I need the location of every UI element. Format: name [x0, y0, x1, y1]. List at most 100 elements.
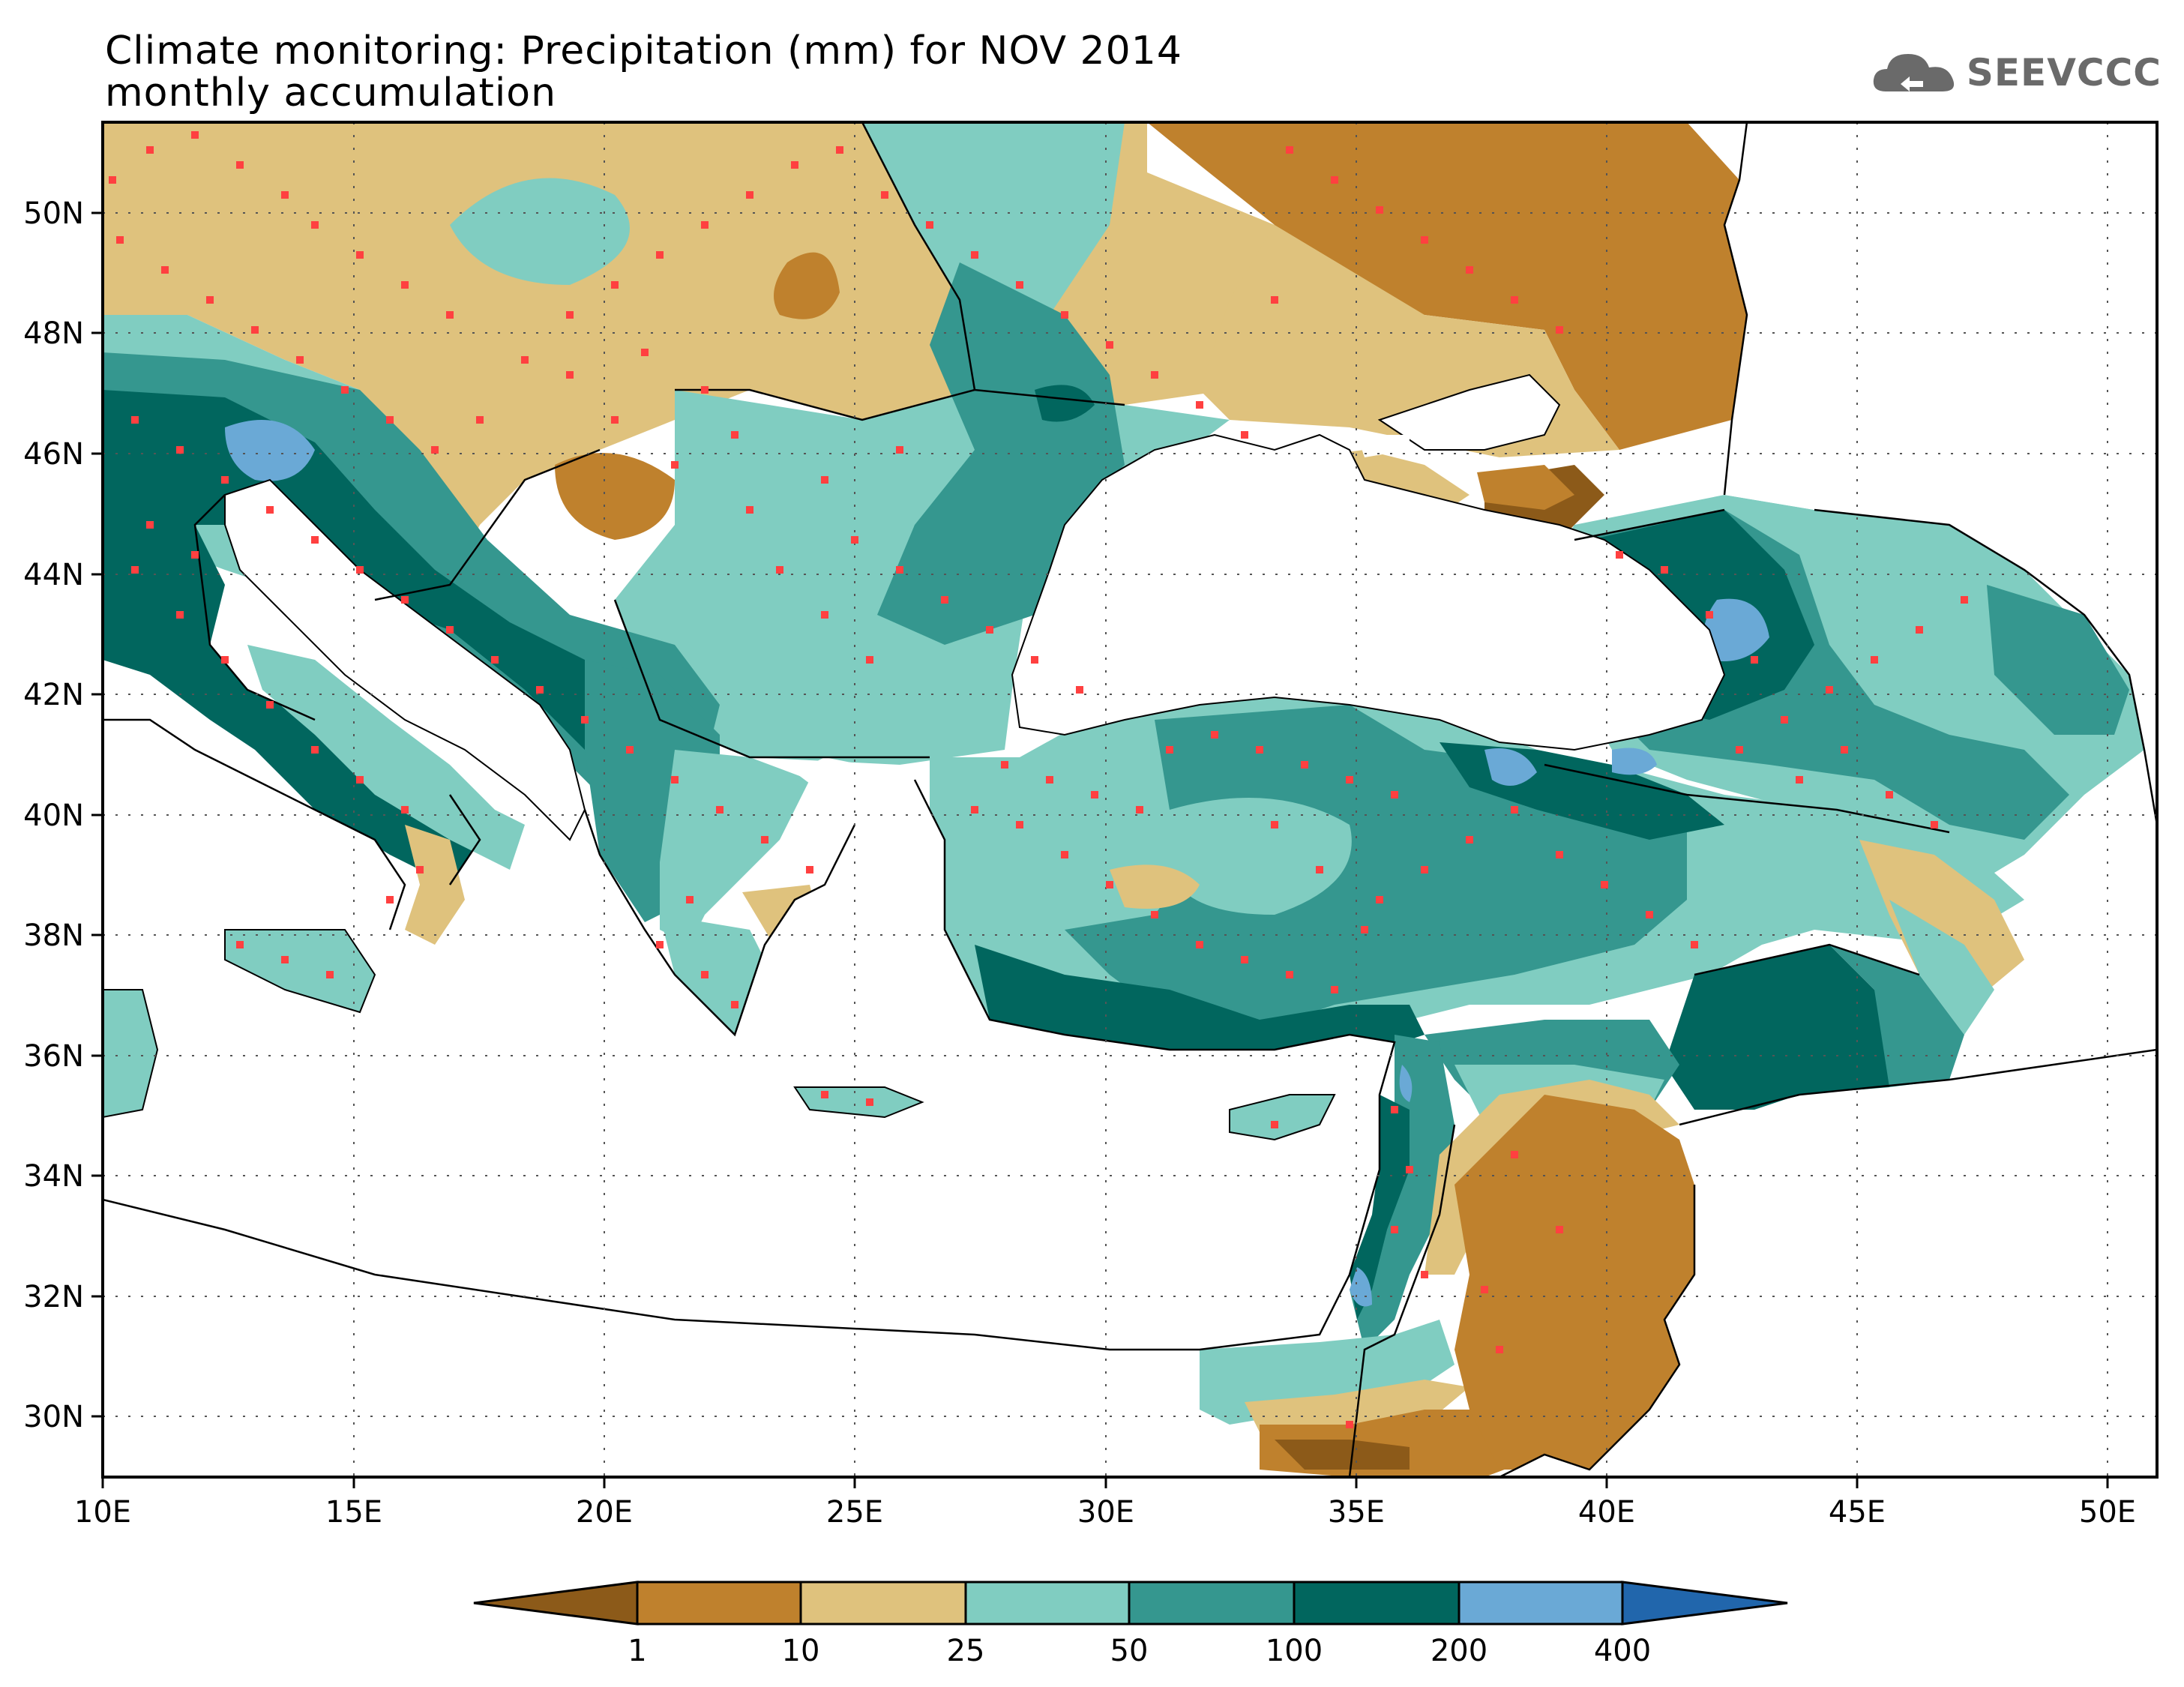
- station-marker: [761, 836, 768, 844]
- zone-levant-blue: [1399, 1065, 1413, 1102]
- station-marker: [671, 776, 679, 784]
- station-marker: [1916, 626, 1923, 634]
- zone-sinai-teal: [1200, 1320, 1455, 1425]
- station-marker: [1241, 431, 1248, 439]
- station-marker: [776, 566, 783, 574]
- station-marker: [1841, 746, 1848, 754]
- station-marker: [1466, 836, 1473, 844]
- y-tick-label: 36N: [23, 1039, 84, 1074]
- station-marker: [686, 896, 694, 903]
- station-marker: [1331, 986, 1338, 993]
- station-marker: [146, 521, 154, 529]
- station-marker: [386, 416, 394, 424]
- station-marker: [701, 221, 709, 229]
- station-marker: [386, 896, 394, 903]
- station-marker: [356, 251, 364, 259]
- station-marker: [1136, 806, 1143, 814]
- y-tick-label: 40N: [23, 799, 84, 833]
- zone-negev-dark: [1275, 1440, 1410, 1470]
- zone-iraq-dark: [1664, 945, 1919, 1110]
- station-marker: [611, 281, 619, 289]
- zone-iran-tan: [1859, 840, 2024, 997]
- cyprus-white: [1229, 1094, 1336, 1141]
- station-marker: [1871, 656, 1878, 664]
- station-marker: [446, 626, 454, 634]
- zone-25-50-poland: [862, 122, 1125, 315]
- station-marker: [1286, 146, 1293, 154]
- x-tick-label: 30E: [1077, 1495, 1134, 1530]
- station-marker: [626, 746, 634, 754]
- colorbar-200-400: [1457, 1581, 1624, 1626]
- station-marker: [866, 1098, 873, 1106]
- station-marker: [1646, 911, 1653, 918]
- station-marker: [281, 956, 289, 963]
- station-marker: [1781, 716, 1788, 724]
- station-marker: [236, 161, 244, 169]
- station-marker: [1046, 776, 1053, 784]
- sea-areas: [103, 122, 2157, 1477]
- colorbar-label: 10: [782, 1634, 820, 1668]
- station-marker: [566, 311, 574, 319]
- station-marker: [716, 806, 724, 814]
- x-tick-label: 15E: [325, 1495, 382, 1530]
- station-marker: [1556, 851, 1563, 858]
- station-marker: [161, 266, 169, 274]
- station-marker: [536, 686, 544, 694]
- station-marker: [1886, 791, 1893, 799]
- zone-turkey-sw-light: [1110, 864, 1200, 909]
- station-marker: [1556, 326, 1563, 334]
- station-marker: [1061, 311, 1068, 319]
- station-marker: [311, 746, 319, 754]
- zone-1-10-romania-spot: [774, 252, 840, 319]
- station-marker: [971, 806, 978, 814]
- station-marker: [1751, 656, 1758, 664]
- station-marker: [986, 626, 993, 634]
- station-marker: [191, 131, 199, 139]
- y-tick-label: 44N: [23, 558, 84, 592]
- seevccc-logo: SEEVCCC: [1871, 46, 2162, 99]
- y-tick-label: 46N: [23, 437, 84, 472]
- station-marker: [1331, 176, 1338, 184]
- station-marker: [1316, 866, 1323, 873]
- station-marker: [1271, 821, 1278, 829]
- x-tick-label: 40E: [1578, 1495, 1635, 1530]
- station-marker: [1616, 551, 1623, 559]
- colorbar-label: 1: [628, 1634, 646, 1668]
- station-marker: [176, 446, 184, 454]
- station-marker: [1796, 776, 1803, 784]
- station-marker: [1511, 1151, 1518, 1158]
- station-marker: [491, 656, 499, 664]
- station-marker: [1691, 941, 1698, 948]
- y-tick-label: 42N: [23, 678, 84, 712]
- map-subtitle: monthly accumulation: [105, 70, 557, 115]
- station-marker: [1706, 611, 1713, 619]
- zone-ne-blue2: [1612, 748, 1657, 775]
- station-marker: [1031, 656, 1038, 664]
- station-marker: [1151, 911, 1158, 918]
- black-sea: [1011, 433, 1726, 751]
- station-marker: [581, 716, 589, 724]
- station-marker: [1346, 1421, 1353, 1428]
- map-title: Climate monitoring: Precipitation (mm) f…: [105, 28, 1182, 73]
- station-marker: [431, 446, 439, 454]
- station-marker: [806, 866, 813, 873]
- y-tick-label: 32N: [23, 1280, 84, 1314]
- station-marker: [746, 506, 753, 514]
- y-tick-labels: 30N 32N 34N 36N 38N 40N 42N 44N 46N 48N …: [23, 196, 84, 1434]
- station-marker: [1241, 956, 1248, 963]
- station-marker: [1016, 281, 1023, 289]
- zone-greece-east: [660, 750, 810, 945]
- colorbar-10-25: [799, 1581, 967, 1626]
- station-marker: [236, 941, 244, 948]
- zone-italy-south: [247, 645, 525, 870]
- station-marker: [1511, 296, 1518, 304]
- zone-200-400-alps: [225, 420, 315, 481]
- station-marker: [251, 326, 259, 334]
- station-marker: [1421, 1271, 1428, 1278]
- station-marker: [881, 191, 888, 199]
- station-markers: [109, 131, 1968, 1428]
- logo-text: SEEVCCC: [1966, 51, 2162, 94]
- station-marker: [341, 386, 349, 394]
- station-marker: [401, 596, 409, 604]
- colorbar-label: 100: [1266, 1634, 1323, 1668]
